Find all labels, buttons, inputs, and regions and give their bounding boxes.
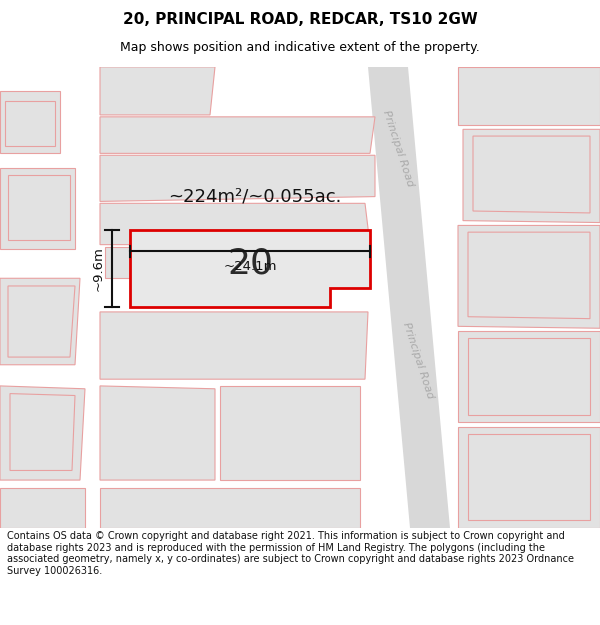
Polygon shape — [8, 174, 70, 240]
Polygon shape — [473, 136, 590, 213]
Text: Principal Road: Principal Road — [401, 321, 435, 399]
Polygon shape — [220, 386, 360, 480]
Polygon shape — [100, 67, 215, 115]
Polygon shape — [458, 67, 600, 124]
Polygon shape — [100, 312, 368, 379]
Polygon shape — [130, 230, 370, 307]
Polygon shape — [5, 101, 55, 146]
Text: Principal Road: Principal Road — [381, 109, 415, 188]
Polygon shape — [458, 226, 600, 328]
Polygon shape — [100, 488, 360, 528]
Polygon shape — [8, 286, 75, 357]
Polygon shape — [0, 91, 60, 153]
Text: Map shows position and indicative extent of the property.: Map shows position and indicative extent… — [120, 41, 480, 54]
Polygon shape — [0, 386, 85, 480]
Polygon shape — [100, 155, 375, 201]
Polygon shape — [105, 247, 370, 278]
Polygon shape — [468, 338, 590, 415]
Polygon shape — [458, 428, 600, 528]
Polygon shape — [0, 488, 85, 528]
Text: ~24.1m: ~24.1m — [223, 260, 277, 273]
Text: ~224m²/~0.055ac.: ~224m²/~0.055ac. — [169, 188, 341, 206]
Polygon shape — [0, 168, 75, 249]
Text: ~9.6m: ~9.6m — [91, 246, 104, 291]
Text: 20, PRINCIPAL ROAD, REDCAR, TS10 2GW: 20, PRINCIPAL ROAD, REDCAR, TS10 2GW — [122, 12, 478, 27]
Polygon shape — [463, 129, 600, 222]
Polygon shape — [468, 232, 590, 319]
Text: 20: 20 — [227, 247, 273, 281]
Polygon shape — [458, 331, 600, 422]
Polygon shape — [10, 394, 75, 471]
Polygon shape — [368, 67, 450, 528]
Polygon shape — [100, 386, 215, 480]
Polygon shape — [0, 278, 80, 365]
Polygon shape — [468, 434, 590, 521]
Text: Contains OS data © Crown copyright and database right 2021. This information is : Contains OS data © Crown copyright and d… — [7, 531, 574, 576]
Polygon shape — [100, 203, 370, 244]
Polygon shape — [100, 117, 375, 153]
